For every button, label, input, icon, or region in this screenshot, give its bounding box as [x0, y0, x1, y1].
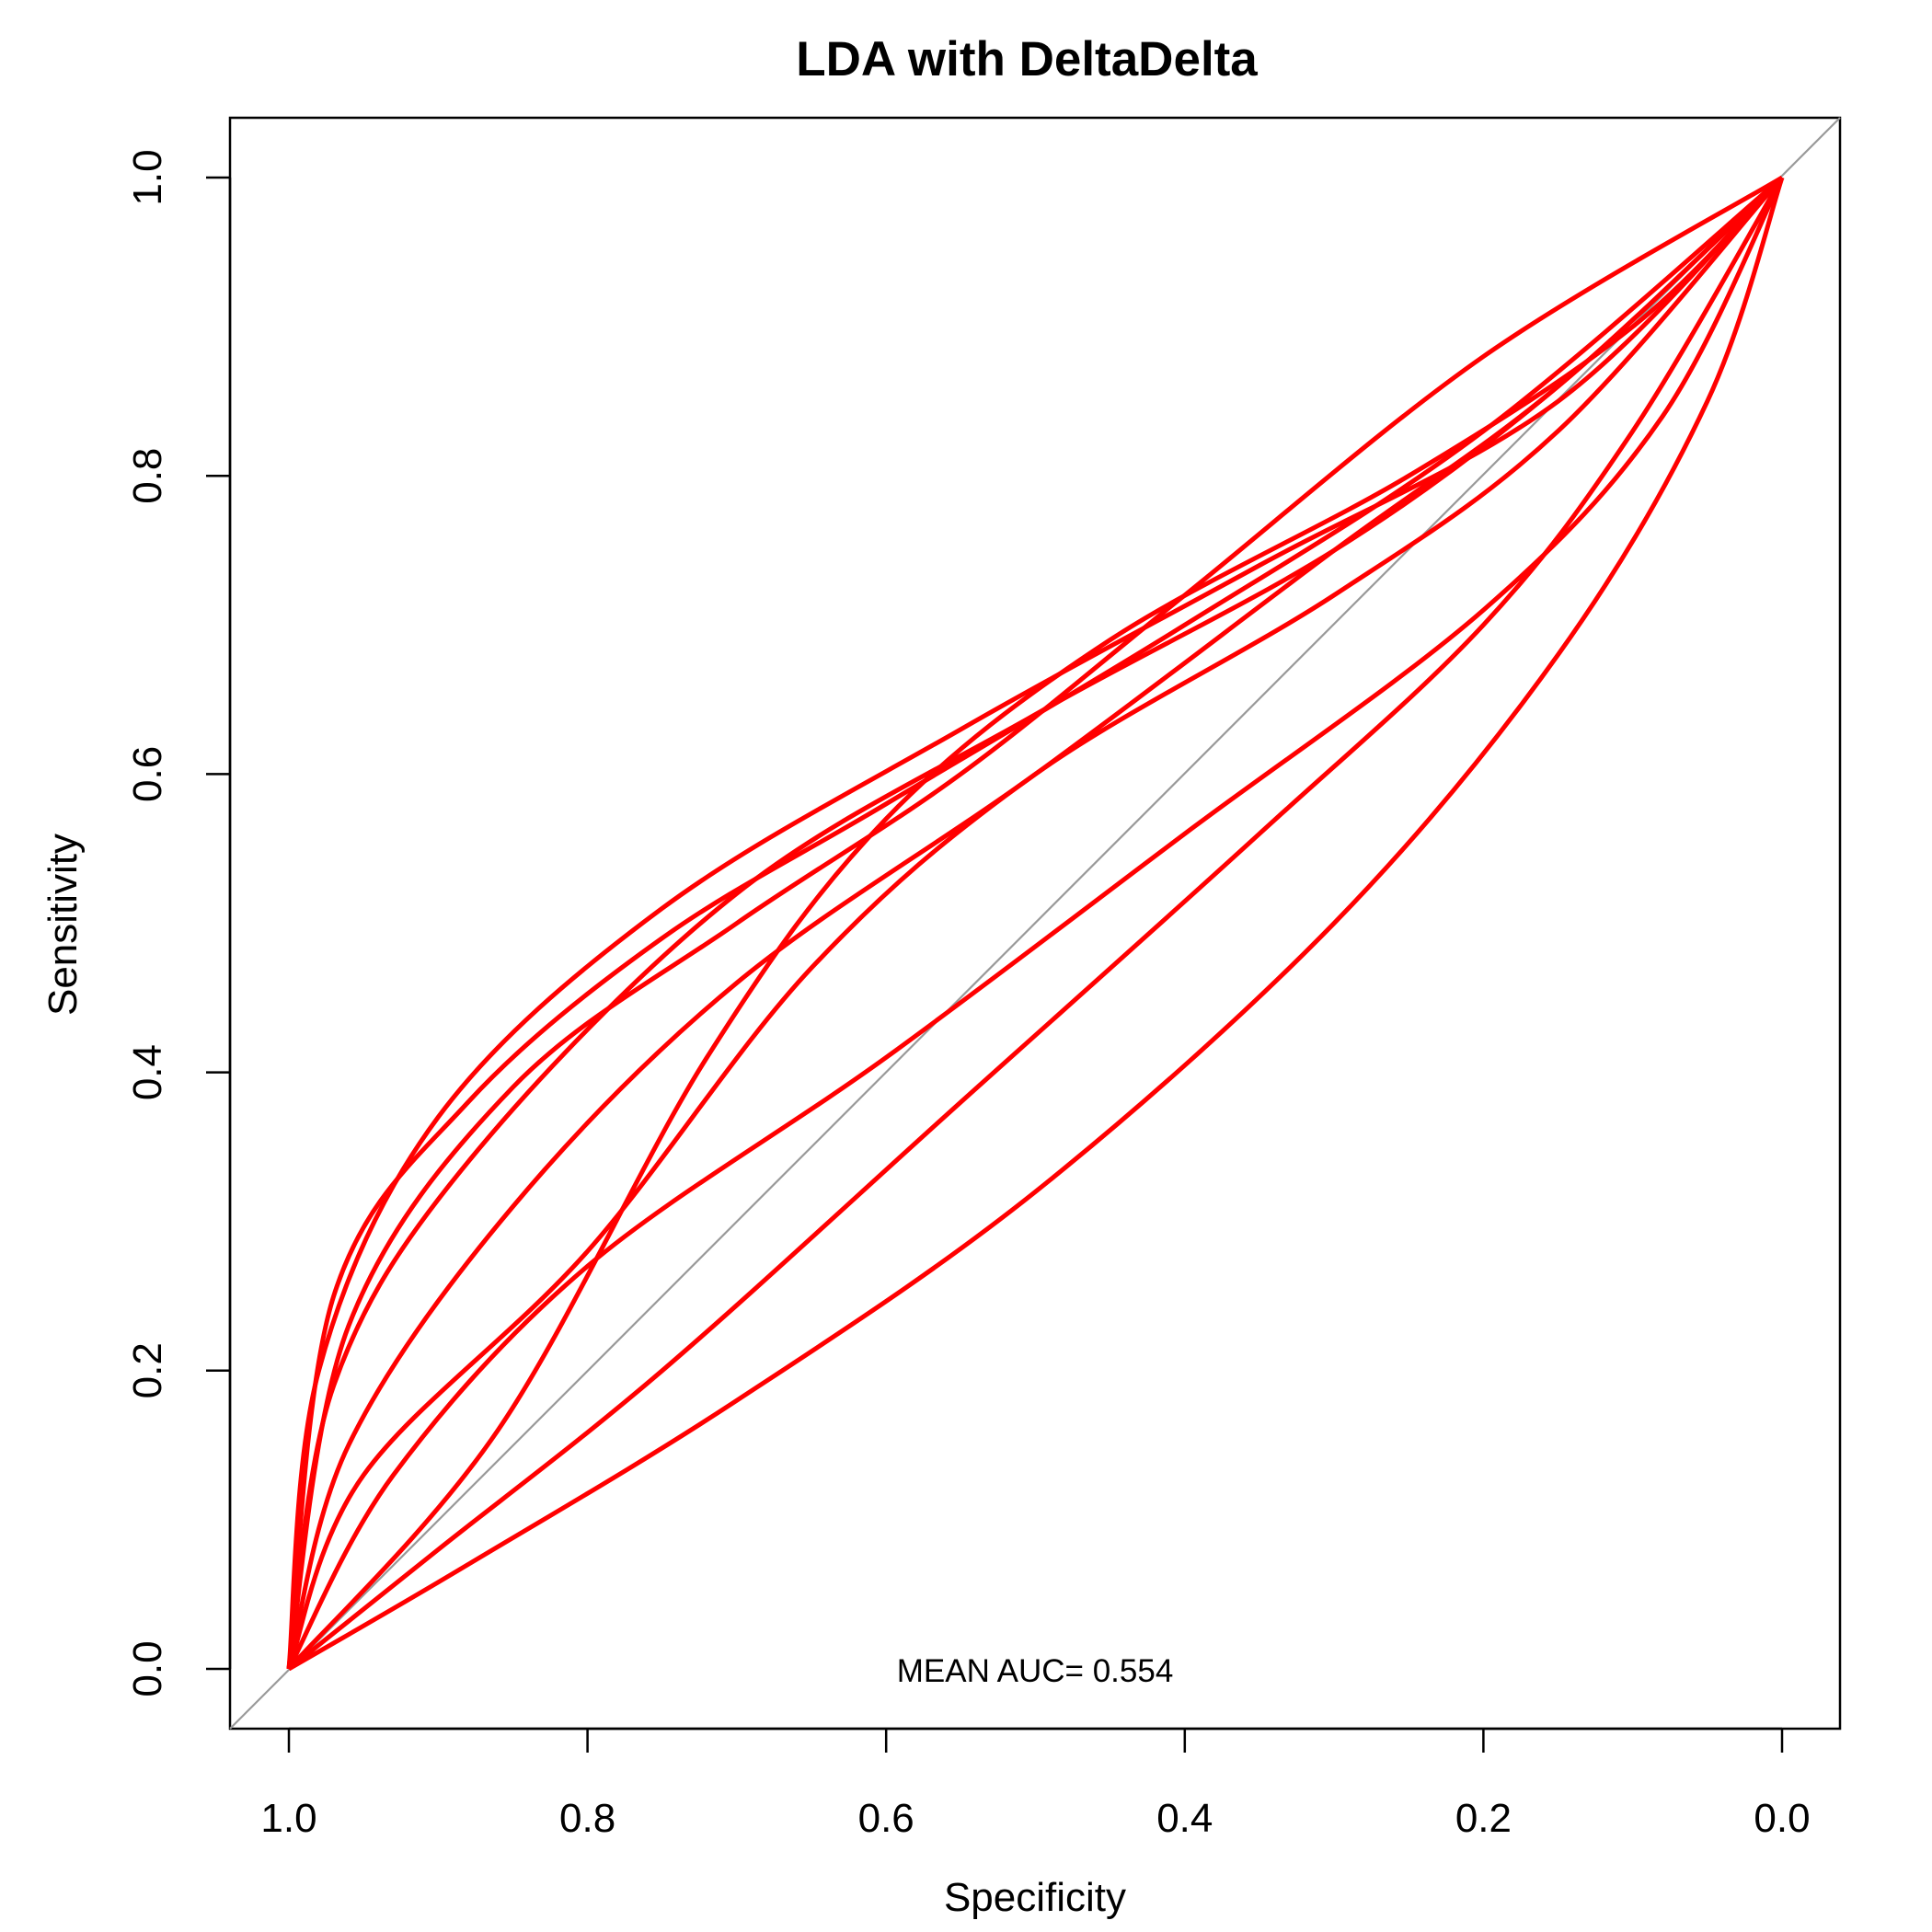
series-layer [286, 175, 1785, 1672]
x-tick-label: 1.0 [260, 1796, 316, 1841]
y-tick-label: 1.0 [125, 149, 170, 205]
x-tick-label: 0.0 [1754, 1796, 1810, 1841]
y-tick-label: 0.0 [125, 1640, 170, 1696]
y-axis-label: Sensitivity [40, 834, 86, 1016]
chart-title: LDA with DeltaDelta [796, 32, 1258, 86]
roc-curve-4 [286, 176, 1784, 1670]
y-axis: 0.0 0.2 0.4 0.6 0.8 1.0 [125, 149, 232, 1697]
y-tick-label: 0.8 [125, 448, 170, 504]
x-tick-label: 0.4 [1156, 1796, 1213, 1841]
y-tick-label: 0.2 [125, 1342, 170, 1398]
x-axis: 1.0 0.8 0.6 0.4 0.2 0.0 [260, 1727, 1811, 1841]
diagonal-reference-line [229, 117, 1841, 1730]
x-tick-label: 0.6 [858, 1796, 914, 1841]
y-tick-label: 0.6 [125, 746, 170, 802]
roc-curve-6 [287, 176, 1784, 1671]
roc-curve-8 [287, 177, 1785, 1672]
roc-curve-3 [286, 176, 1784, 1670]
roc-curve-5 [286, 176, 1785, 1671]
roc-curve-10 [286, 176, 1784, 1670]
y-tick-label: 0.4 [125, 1044, 170, 1100]
x-tick-label: 0.2 [1455, 1796, 1512, 1841]
x-axis-label: Specificity [944, 1875, 1126, 1920]
roc-curve-9 [286, 175, 1784, 1670]
x-tick-label: 0.8 [559, 1796, 615, 1841]
roc-curve-7 [287, 176, 1785, 1671]
mean-auc-annotation: MEAN AUC= 0.554 [897, 1653, 1174, 1689]
